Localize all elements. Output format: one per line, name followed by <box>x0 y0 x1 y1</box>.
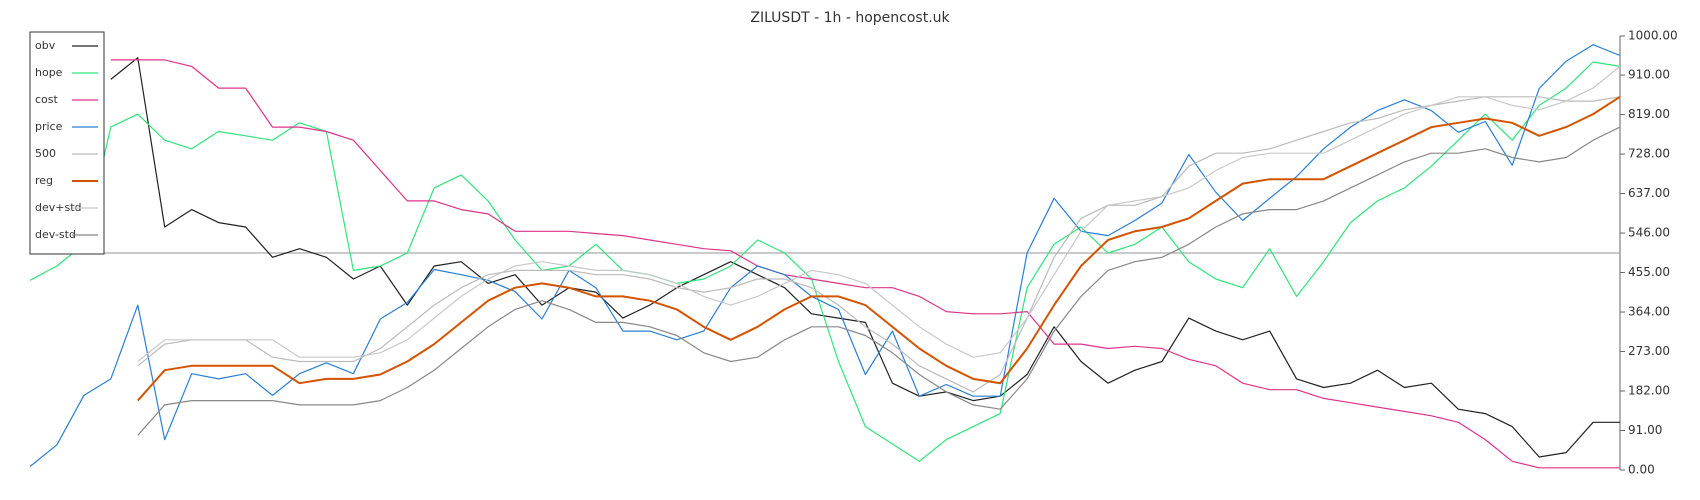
legend-label: price <box>35 120 63 133</box>
series-line <box>29 44 1621 467</box>
legend-label: dev-std <box>35 228 76 241</box>
y-tick-label: 546.00 <box>1628 226 1670 240</box>
y-tick-label: 455.00 <box>1628 265 1670 279</box>
series-line <box>137 65 1621 362</box>
y-tick-label: 637.00 <box>1628 186 1670 200</box>
legend-box <box>29 31 105 255</box>
series-line <box>137 96 1621 393</box>
y-tick-label: 0.00 <box>1628 463 1655 477</box>
legend-label: hope <box>35 66 63 79</box>
y-tick-label: 91.00 <box>1628 423 1662 437</box>
series-line <box>29 61 1621 462</box>
legend-label: obv <box>35 39 56 52</box>
y-tick-label: 910.00 <box>1628 68 1670 82</box>
series-line <box>137 95 1621 402</box>
y-tick-label: 728.00 <box>1628 147 1670 161</box>
chart-title: ZILUSDT - 1h - hopencost.uk <box>750 10 950 26</box>
y-tick-label: 364.00 <box>1628 305 1670 319</box>
y-tick-label: 182.00 <box>1628 384 1670 398</box>
legend-label: 500 <box>35 147 56 160</box>
series-line <box>110 57 1620 458</box>
legend-label: cost <box>35 93 59 106</box>
legend-label: reg <box>35 174 53 187</box>
y-tick-label: 1000.00 <box>1628 29 1678 43</box>
y-tick-label: 819.00 <box>1628 107 1670 121</box>
y-tick-label: 273.00 <box>1628 344 1670 358</box>
series-line <box>137 126 1621 436</box>
series-line <box>110 59 1620 469</box>
legend-label: dev+std <box>35 201 82 214</box>
